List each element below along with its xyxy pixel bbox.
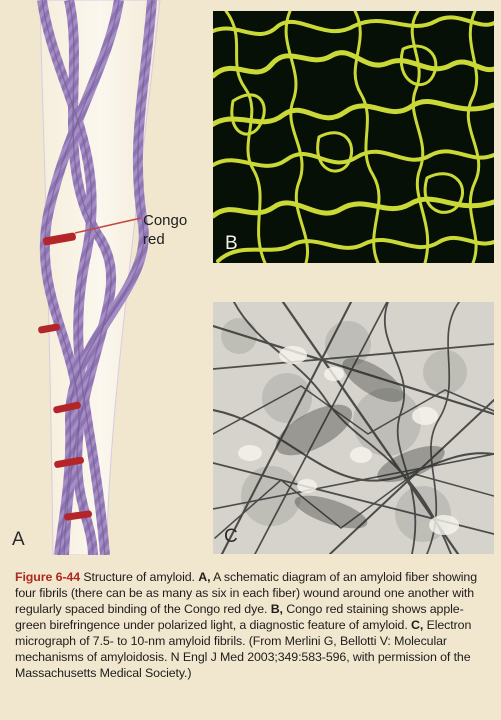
amyloid-fiber-schematic <box>37 0 161 555</box>
birefringence-micrograph <box>213 11 494 263</box>
congo-red-dye-2 <box>38 323 61 334</box>
congo-red-dye-3 <box>53 401 81 414</box>
panel-a-fiber-diagram <box>15 0 200 555</box>
caption-label-c: C, <box>411 618 424 632</box>
panel-c-electron-micrograph <box>213 302 494 554</box>
panel-label-a: A <box>12 529 25 550</box>
figure-number: Figure 6-44 <box>15 570 81 584</box>
electron-micrograph <box>213 302 494 554</box>
panel-label-c: C <box>224 526 238 547</box>
caption-text-c: Electron micrograph of 7.5- to 10-nm amy… <box>15 618 472 680</box>
fibril-edge-4 <box>58 0 153 555</box>
congo-red-dye-4 <box>54 456 84 468</box>
congo-red-dye-5 <box>64 510 93 521</box>
fibril-edge-1 <box>41 0 106 555</box>
congo-red-label: Congo red <box>143 212 188 248</box>
caption-text-b: Congo red staining shows apple-green bir… <box>15 602 464 632</box>
congo-leader-line <box>74 217 142 234</box>
congo-red-dye-group <box>38 232 93 521</box>
caption-text-a: A schematic diagram of an amyloid fiber … <box>15 570 478 616</box>
congo-red-dye-1 <box>43 232 76 246</box>
panel-b-congo-red-birefringence <box>213 11 494 263</box>
caption-label-a: A, <box>198 570 211 584</box>
figure-title: Structure of amyloid. <box>83 570 195 584</box>
caption-label-b: B, <box>270 602 283 616</box>
panel-label-b: B <box>225 233 238 254</box>
fibril-edge-2 <box>63 0 112 555</box>
figure-caption: Figure 6-44 Structure of amyloid. A, A s… <box>15 569 489 681</box>
fibril-edge-3 <box>44 0 120 555</box>
